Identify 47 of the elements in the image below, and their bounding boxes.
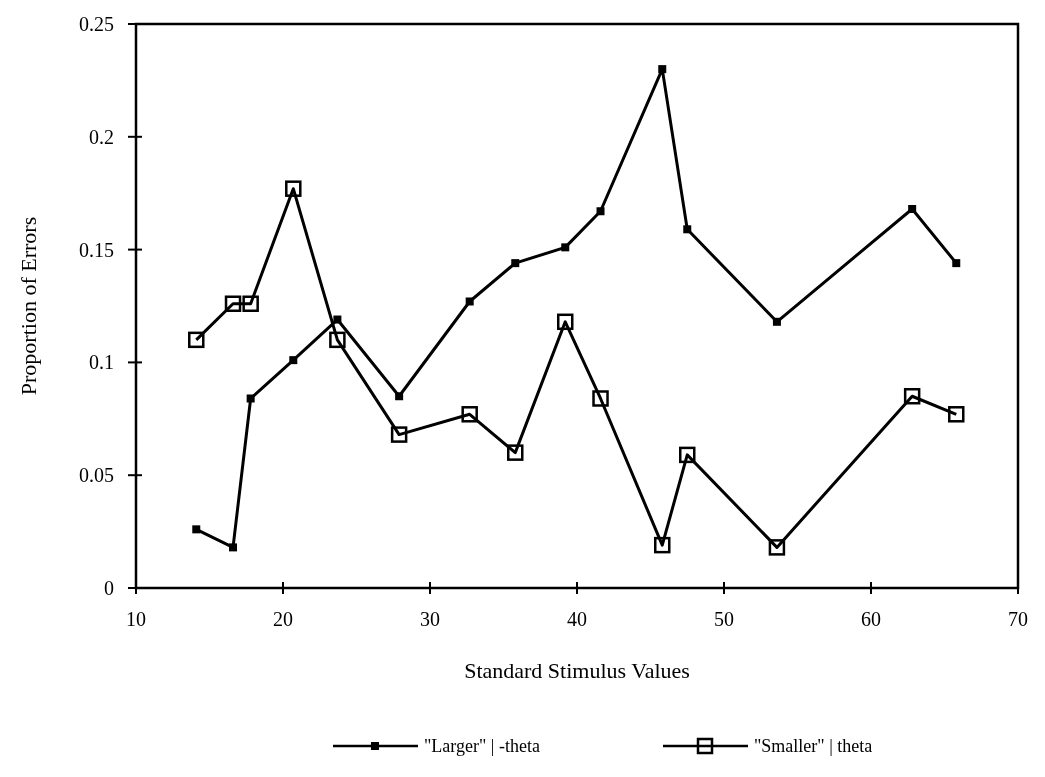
point bbox=[556, 313, 574, 331]
y-axis-title: Proportion of Errors bbox=[16, 216, 41, 396]
point bbox=[592, 390, 609, 407]
y-tick-label: 0.25 bbox=[79, 13, 114, 35]
x-tick-label: 70 bbox=[1008, 608, 1028, 630]
point bbox=[246, 394, 255, 403]
x-tick-label: 20 bbox=[273, 608, 293, 630]
point bbox=[561, 243, 570, 252]
x-tick-label: 30 bbox=[420, 608, 440, 630]
point bbox=[333, 315, 342, 324]
y-tick-label: 0.1 bbox=[89, 351, 114, 374]
point bbox=[596, 207, 605, 216]
y-tick-label: 0.05 bbox=[79, 464, 114, 487]
point bbox=[507, 444, 524, 461]
point bbox=[224, 295, 242, 312]
point bbox=[952, 259, 961, 268]
legend-label: "Larger" | -theta bbox=[424, 736, 540, 757]
point bbox=[285, 180, 302, 197]
point bbox=[658, 65, 667, 74]
point bbox=[188, 331, 205, 349]
y-tick-label: 0.2 bbox=[89, 125, 114, 148]
x-tick-label: 50 bbox=[714, 608, 734, 630]
point bbox=[192, 525, 201, 534]
point bbox=[908, 204, 917, 213]
point bbox=[329, 331, 346, 349]
point bbox=[390, 426, 408, 443]
point bbox=[395, 392, 404, 401]
point bbox=[768, 539, 786, 556]
x-tick-label: 10 bbox=[126, 608, 146, 630]
x-tick-label: 60 bbox=[861, 608, 881, 630]
point bbox=[511, 259, 520, 268]
point bbox=[683, 225, 692, 234]
point bbox=[679, 446, 696, 464]
x-axis-title: Standard Stimulus Values bbox=[464, 658, 690, 683]
point bbox=[654, 536, 671, 554]
point bbox=[289, 356, 298, 365]
point bbox=[772, 317, 781, 326]
point bbox=[242, 295, 259, 312]
x-tick-label: 40 bbox=[567, 608, 587, 630]
y-tick-label: 0 bbox=[104, 577, 114, 599]
y-tick-label: 0.15 bbox=[79, 238, 114, 261]
point bbox=[903, 387, 921, 405]
point bbox=[465, 297, 474, 306]
point bbox=[229, 543, 238, 552]
legend-label: "Smaller" | theta bbox=[754, 736, 873, 757]
point bbox=[948, 406, 965, 423]
point bbox=[461, 406, 478, 423]
